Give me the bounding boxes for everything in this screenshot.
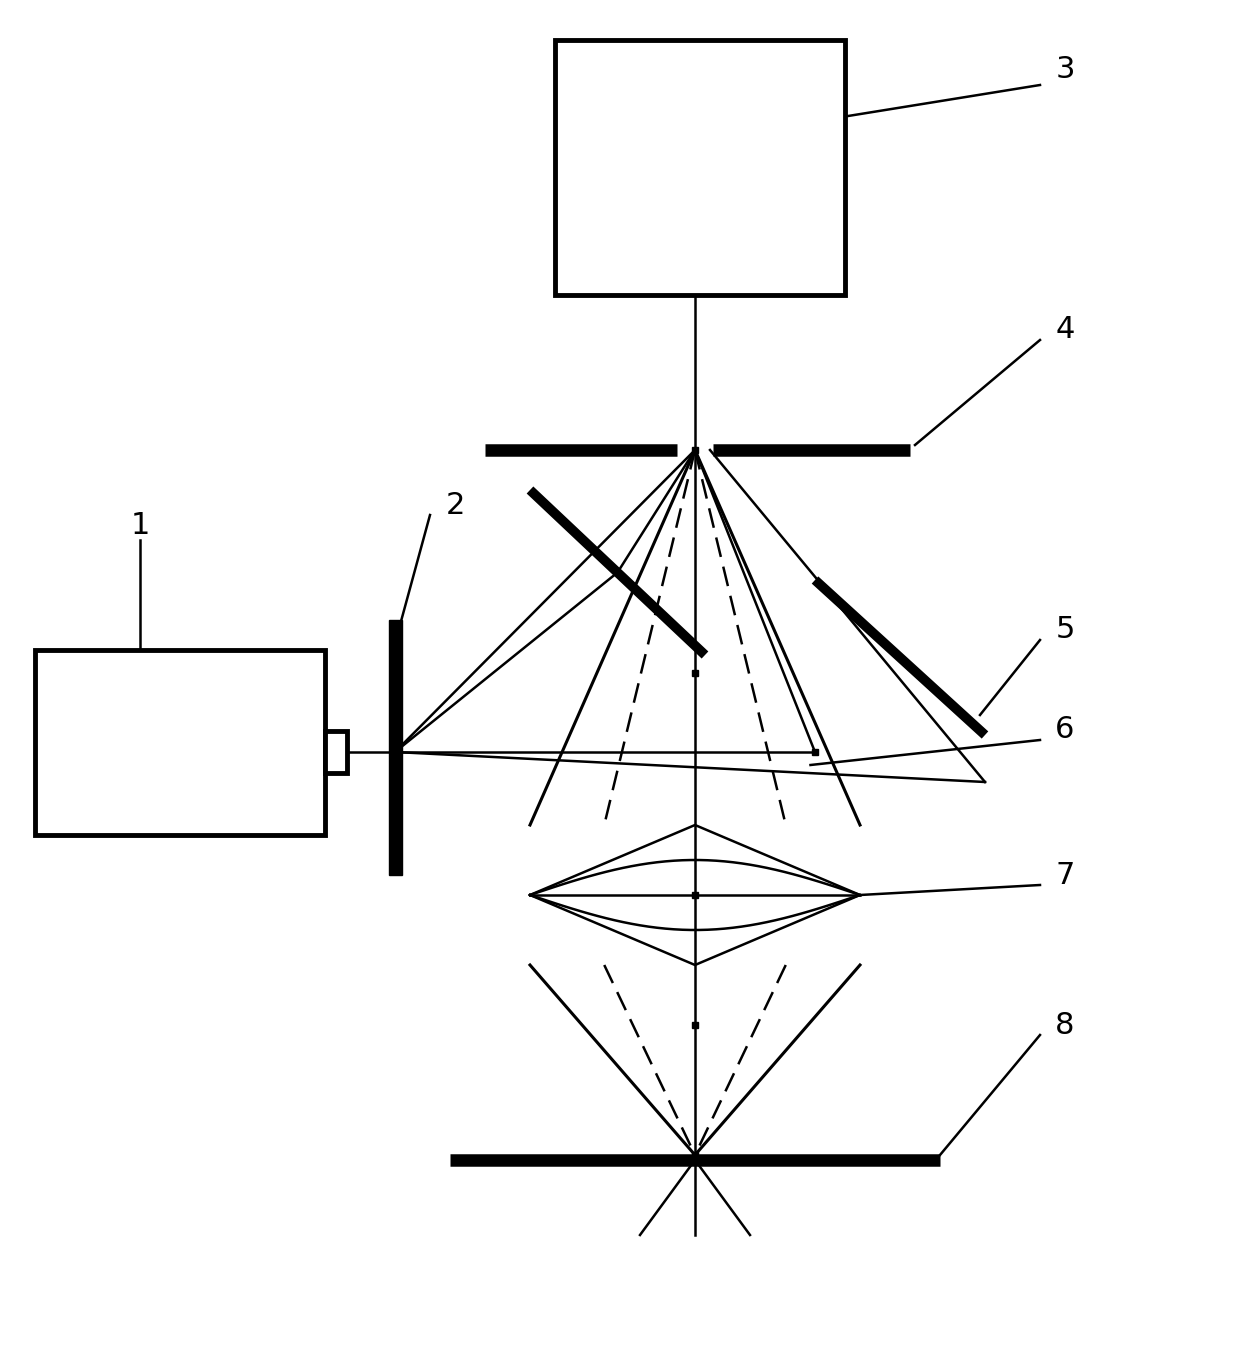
Text: 4: 4: [1055, 316, 1074, 344]
Bar: [35, 650, 325, 835]
Text: 1: 1: [130, 511, 150, 539]
Text: 3: 3: [1055, 55, 1074, 85]
Bar: [388, 620, 401, 876]
Bar: [325, 730, 347, 773]
Text: 5: 5: [1055, 616, 1074, 644]
Text: 2: 2: [446, 491, 465, 519]
Text: 7: 7: [1055, 861, 1074, 889]
Bar: [555, 40, 846, 295]
Text: 8: 8: [1055, 1010, 1074, 1040]
Text: 6: 6: [1055, 716, 1074, 745]
